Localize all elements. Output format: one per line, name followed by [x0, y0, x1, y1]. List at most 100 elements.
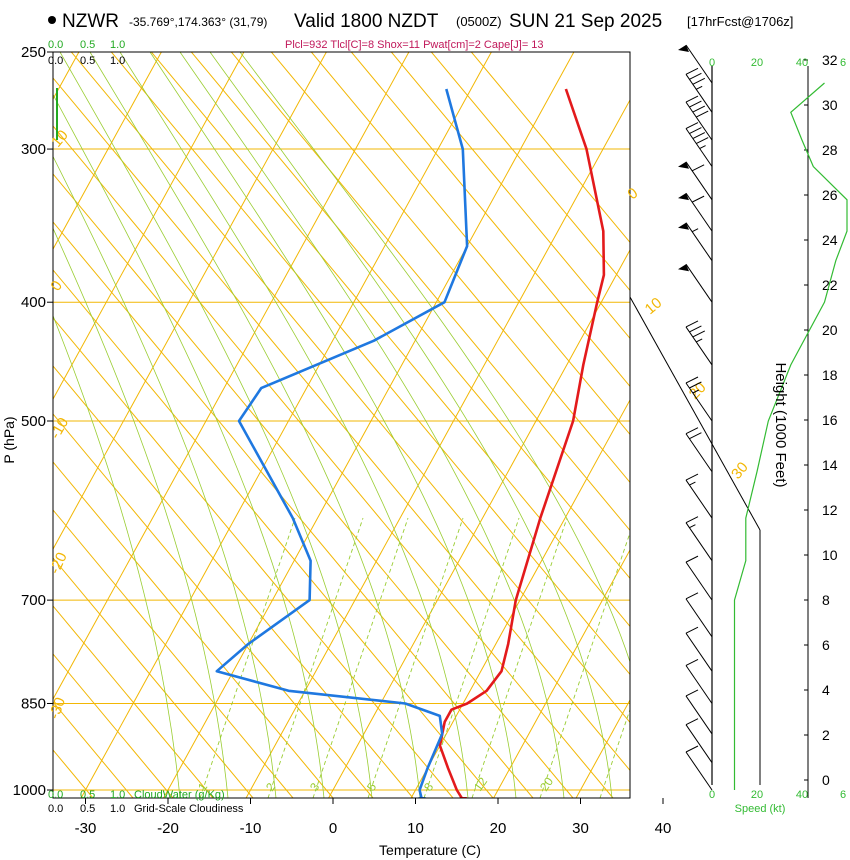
cloudiness-tick-bottom: 1.0 — [110, 803, 125, 815]
y-axis-title: P (hPa) — [1, 416, 17, 463]
speed-tick-bottom: 20 — [751, 789, 763, 801]
isotherm-line — [53, 52, 327, 551]
isotherm-line — [245, 98, 630, 798]
height-tick-label: 24 — [822, 232, 838, 248]
wind-barb — [685, 718, 713, 763]
pressure-tick-label: 700 — [21, 592, 46, 609]
wind-barb — [685, 516, 713, 561]
wind-barb — [678, 192, 713, 232]
wind-barb — [678, 44, 713, 84]
moist-adiabat-line — [53, 155, 277, 798]
mixing-ratio-line — [599, 708, 630, 798]
dry-adiabat-line — [53, 413, 374, 798]
mixing-ratio-label: 20 — [537, 774, 556, 793]
wind-barb — [678, 222, 713, 261]
height-axis-title: Height (1000 Feet) — [772, 362, 789, 487]
forecast-date: SUN 21 Sep 2025 — [509, 11, 662, 32]
wind-barb-flag — [695, 137, 709, 144]
wind-barb-flag — [689, 100, 702, 108]
height-tick-label: 18 — [822, 367, 838, 383]
wind-barb-flag — [689, 127, 702, 134]
cloudwater-tick-bottom: 0.0 — [48, 789, 63, 801]
moist-adiabat-line — [89, 52, 421, 798]
wind-barb — [685, 67, 713, 113]
wind-barb-half-flag — [692, 389, 700, 394]
wind-barb — [685, 95, 713, 141]
moist-adiabat-line — [209, 52, 613, 798]
height-tick-label: 26 — [822, 187, 838, 203]
wind-barb — [685, 659, 713, 704]
wind-barb-pennant — [678, 222, 689, 230]
cloudwater-tick-top: 0.5 — [80, 39, 95, 51]
speed-tick-bottom: 6 — [840, 789, 846, 801]
moist-adiabat-line — [149, 52, 517, 798]
temperature-tick-label: -20 — [157, 820, 179, 837]
speed-tick-bottom: 40 — [796, 789, 808, 801]
moist-adiabat-line — [53, 314, 181, 798]
wind-barb-staff — [685, 128, 713, 167]
speed-tick-bottom: 0 — [709, 789, 715, 801]
dry-adiabat-label: -30 — [46, 695, 69, 721]
cloudiness-tick-top: 1.0 — [110, 55, 125, 67]
wind-barb-flag — [685, 659, 699, 666]
dry-adiabat-line — [150, 52, 630, 628]
wind-barb-flag — [685, 555, 699, 563]
dry-adiabat-label: 10 — [48, 127, 72, 151]
dry-adiabat-line — [53, 653, 174, 798]
wind-barb-flag — [689, 432, 702, 440]
cloudiness-tick-bottom: 0.0 — [48, 803, 63, 815]
wind-barb-staff — [685, 561, 713, 601]
wind-barb-flag — [685, 122, 699, 129]
wind-barb-staff — [685, 192, 713, 232]
station-dot-icon — [48, 16, 56, 24]
wind-barb-flag — [692, 105, 706, 113]
wind-barb-flag — [685, 320, 699, 328]
isotherm-line — [53, 52, 410, 701]
height-tick-label: 4 — [822, 682, 830, 698]
temperature-tick-label: 30 — [572, 820, 589, 837]
dry-adiabat-line — [53, 125, 614, 798]
dry-adiabat-line — [53, 173, 574, 798]
dry-adiabat-line — [53, 797, 54, 798]
height-tick-label: 22 — [822, 277, 838, 293]
wind-barb-staff — [685, 751, 713, 791]
sounding-indices: Plcl=932 Tlcl[C]=8 Shox=11 Pwat[cm]=2 Ca… — [285, 39, 544, 51]
wind-barb — [678, 161, 713, 201]
wind-barb — [685, 689, 713, 735]
isotherm-line — [53, 52, 162, 251]
wind-barb-half-flag — [695, 338, 703, 343]
wind-barb-pennant — [678, 45, 689, 53]
wind-barb — [678, 263, 713, 303]
wind-barb-flag — [685, 473, 699, 481]
mixing-ratio-line — [267, 517, 364, 798]
cloudwater-axis-title: CloudWater (g/Kg) — [134, 789, 225, 801]
wind-barb-staff — [685, 665, 713, 704]
mixing-ratio-line — [423, 517, 520, 798]
wind-barb-flag — [691, 195, 705, 203]
wind-barb-pennant — [678, 161, 689, 169]
moist-adiabat-line — [179, 52, 565, 798]
wind-speed-profile — [733, 82, 848, 790]
wind-barb-half-flag — [689, 481, 696, 486]
speed-axis-title: Speed (kt) — [735, 803, 786, 815]
wind-barb — [685, 320, 713, 366]
mixing-ratio-line — [367, 517, 464, 798]
wind-barb-flag — [685, 689, 699, 697]
cloudwater-tick-bottom: 0.5 — [80, 789, 95, 801]
cloudiness-tick-top: 0.5 — [80, 55, 95, 67]
wind-barb-flag — [685, 745, 699, 753]
temperature-tick-label: -30 — [75, 820, 97, 837]
forecast-info: [17hrFcst@1706z] — [687, 14, 793, 29]
height-tick-label: 10 — [822, 547, 838, 563]
wind-barb-flag — [685, 95, 699, 103]
dry-adiabat-line — [350, 52, 630, 388]
height-tick-label: 6 — [822, 637, 830, 653]
wind-barb-half-flag — [695, 85, 703, 90]
cloudiness-tick-top: 0.0 — [48, 55, 63, 67]
height-tick-label: 2 — [822, 727, 830, 743]
wind-barb-staff — [685, 695, 713, 735]
wind-barb-staff — [685, 724, 713, 763]
wind-barb-staff — [685, 161, 713, 201]
height-tick-label: 8 — [822, 592, 830, 608]
isotherm-line — [575, 698, 630, 798]
